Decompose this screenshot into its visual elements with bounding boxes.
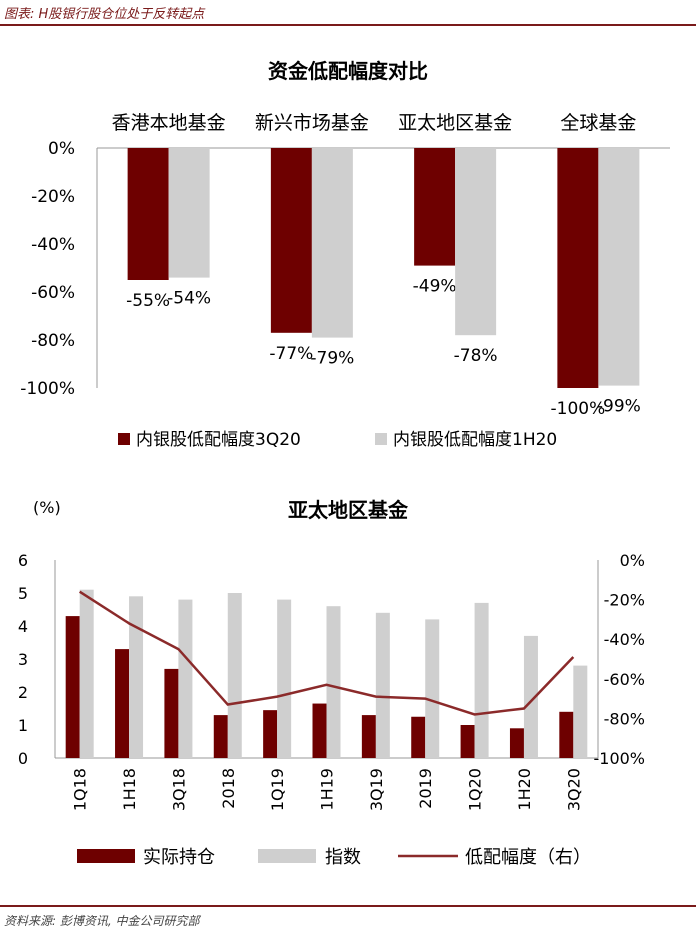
left-tick-label: 3 — [18, 650, 28, 669]
source-note: 资料来源: 彭博资讯, 中金公司研究部 — [4, 914, 200, 928]
legend-label: 指数 — [325, 847, 361, 868]
bar-index — [227, 593, 242, 758]
y-tick-label: -40% — [31, 235, 75, 255]
bar-index — [277, 599, 292, 758]
right-tick-label: 0% — [620, 551, 645, 570]
data-label: -54% — [167, 289, 211, 309]
x-tick-label: 1H19 — [318, 768, 337, 811]
bar-index — [474, 602, 489, 758]
y-tick-label: -60% — [31, 283, 75, 303]
bar-index — [129, 596, 144, 758]
x-tick-label: 1Q19 — [268, 768, 287, 811]
right-tick-label: -60% — [604, 670, 645, 689]
data-label: -78% — [454, 346, 498, 366]
bottom-rule — [0, 905, 696, 907]
legend-swatch — [375, 433, 387, 445]
category-label: 香港本地基金 — [112, 112, 226, 134]
left-tick-label: 0 — [18, 749, 28, 768]
left-tick-label: 1 — [18, 716, 28, 735]
y-tick-label: 0% — [48, 139, 75, 159]
bar-index — [79, 589, 94, 758]
x-tick-label: 2018 — [219, 768, 238, 809]
left-tick-label: 2 — [18, 683, 28, 702]
bar-actual-holding — [115, 649, 130, 758]
bar-actual-holding — [460, 725, 475, 758]
left-tick-label: 4 — [18, 617, 28, 636]
y-unit-label: (%) — [33, 498, 61, 517]
bar-3q20 — [557, 148, 599, 388]
bar-1h20 — [455, 148, 497, 336]
bar-3q20 — [127, 148, 169, 280]
top-rule — [0, 24, 696, 26]
data-label: -55% — [126, 291, 170, 311]
right-tick-label: -40% — [604, 630, 645, 649]
y-tick-label: -100% — [20, 379, 75, 399]
bar-index — [523, 635, 538, 758]
y-tick-label: -80% — [31, 331, 75, 351]
bar-actual-holding — [411, 716, 426, 758]
data-label: -79% — [310, 349, 354, 369]
chart-title: 资金低配幅度对比 — [268, 59, 428, 83]
legend-label: 内银股低配幅度3Q20 — [136, 430, 301, 450]
category-label: 新兴市场基金 — [255, 112, 369, 134]
figure-caption: 图表: H股银行股仓位处于反转起点 — [4, 7, 205, 22]
bar-actual-holding — [559, 711, 574, 758]
data-label: -100% — [551, 399, 606, 419]
chart-asia-pacific-funds: 亚太地区基金 (%) 6 5 4 3 2 1 0 0% -20% -40% -60% -80% -100% 1… — [18, 498, 645, 868]
bar-actual-holding — [164, 668, 179, 758]
left-tick-label: 5 — [18, 584, 28, 603]
legend-label: 实际持仓 — [143, 847, 215, 868]
legend-swatch — [118, 433, 130, 445]
x-tick-label: 1H18 — [120, 768, 139, 811]
y-tick-label: -20% — [31, 187, 75, 207]
right-tick-label: -20% — [604, 591, 645, 610]
bar-actual-holding — [361, 715, 376, 758]
bar-index — [375, 612, 390, 758]
x-tick-label: 2019 — [416, 768, 435, 809]
bar-1h20 — [311, 148, 353, 338]
right-tick-label: -100% — [593, 749, 645, 768]
data-label: -77% — [269, 344, 313, 364]
chart-title: 亚太地区基金 — [288, 498, 409, 522]
legend-swatch-index — [258, 849, 316, 863]
bar-index — [326, 606, 341, 758]
bar-actual-holding — [65, 616, 80, 758]
bar-index — [573, 665, 588, 758]
bar-index — [178, 599, 193, 758]
legend-label: 低配幅度（右） — [465, 847, 591, 868]
legend-swatch-actual — [77, 849, 135, 863]
category-label: 全球基金 — [560, 112, 636, 134]
x-tick-label: 3Q19 — [367, 768, 386, 811]
bar-actual-holding — [312, 703, 327, 758]
right-tick-label: -80% — [604, 709, 645, 728]
legend-label: 内银股低配幅度1H20 — [393, 430, 557, 450]
bar-actual-holding — [213, 715, 228, 758]
x-tick-label: 3Q18 — [169, 768, 188, 811]
bar-1h20 — [168, 148, 210, 278]
bar-3q20 — [270, 148, 312, 333]
chart-underweight-comparison: 资金低配幅度对比 0% -20% -40% -60% -80% -100% 香港本地基金 -55… — [20, 59, 670, 450]
data-label: -49% — [413, 277, 457, 297]
bar-1h20 — [598, 148, 640, 386]
bar-actual-holding — [263, 710, 278, 758]
x-tick-label: 1H20 — [515, 768, 534, 811]
x-tick-label: 1Q18 — [71, 768, 90, 811]
left-tick-label: 6 — [18, 551, 28, 570]
bar-3q20 — [414, 148, 456, 266]
category-label: 亚太地区基金 — [398, 112, 512, 134]
x-tick-label: 3Q20 — [564, 768, 583, 811]
data-label: -99% — [597, 397, 641, 417]
bar-actual-holding — [509, 728, 524, 758]
bar-index — [425, 619, 440, 758]
x-tick-label: 1Q20 — [466, 768, 485, 811]
